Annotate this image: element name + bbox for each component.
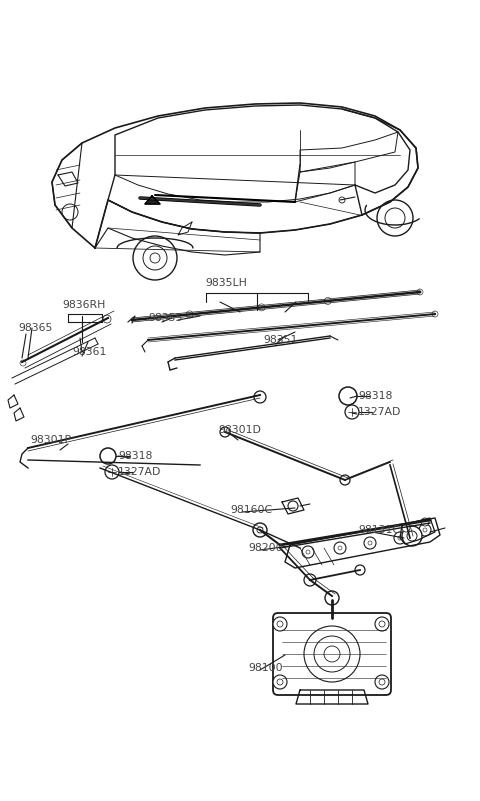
Circle shape	[417, 289, 423, 295]
Circle shape	[394, 532, 406, 544]
Circle shape	[304, 574, 316, 586]
Circle shape	[253, 523, 267, 537]
FancyBboxPatch shape	[273, 613, 391, 695]
Circle shape	[325, 591, 339, 605]
Circle shape	[143, 246, 167, 270]
Circle shape	[105, 465, 119, 479]
Circle shape	[103, 315, 111, 323]
Text: 98131C: 98131C	[358, 525, 400, 535]
Circle shape	[273, 617, 287, 631]
Circle shape	[432, 311, 438, 317]
Polygon shape	[145, 196, 160, 204]
Text: 98200: 98200	[248, 543, 283, 553]
Circle shape	[133, 236, 177, 280]
Circle shape	[338, 546, 342, 550]
Circle shape	[306, 550, 310, 554]
Text: 9836RH: 9836RH	[62, 300, 106, 310]
Circle shape	[302, 546, 314, 558]
Text: 98100: 98100	[248, 663, 283, 673]
Circle shape	[355, 565, 365, 575]
Circle shape	[398, 536, 402, 540]
Text: 98361: 98361	[72, 347, 107, 357]
Circle shape	[339, 197, 345, 203]
Circle shape	[277, 621, 283, 627]
Circle shape	[419, 524, 431, 536]
Text: 98318: 98318	[358, 391, 392, 401]
Circle shape	[273, 675, 287, 689]
Circle shape	[402, 526, 422, 546]
Circle shape	[385, 208, 405, 228]
Circle shape	[100, 448, 116, 464]
Text: 1327AD: 1327AD	[118, 467, 161, 477]
Circle shape	[324, 646, 340, 662]
Circle shape	[324, 297, 331, 304]
Circle shape	[421, 518, 429, 526]
Text: 1327AD: 1327AD	[358, 407, 401, 417]
Circle shape	[258, 304, 265, 311]
Text: 98365: 98365	[18, 323, 52, 333]
Circle shape	[288, 501, 298, 511]
Text: 98318: 98318	[118, 451, 152, 461]
Circle shape	[186, 311, 193, 318]
Text: 9835LH: 9835LH	[205, 278, 247, 288]
Circle shape	[257, 527, 263, 533]
Circle shape	[254, 391, 266, 403]
Circle shape	[402, 524, 410, 532]
Circle shape	[345, 405, 359, 419]
Circle shape	[220, 427, 230, 437]
Circle shape	[375, 617, 389, 631]
Text: 98301P: 98301P	[30, 435, 71, 445]
Circle shape	[375, 675, 389, 689]
Circle shape	[334, 542, 346, 554]
Circle shape	[277, 679, 283, 685]
Text: 98355: 98355	[148, 313, 182, 323]
Circle shape	[150, 253, 160, 263]
Circle shape	[364, 537, 376, 549]
Circle shape	[379, 679, 385, 685]
Circle shape	[340, 475, 350, 485]
Text: 98351: 98351	[263, 335, 298, 345]
Circle shape	[314, 636, 350, 672]
Circle shape	[368, 541, 372, 545]
Circle shape	[379, 621, 385, 627]
Circle shape	[339, 387, 357, 405]
Circle shape	[20, 360, 26, 366]
Circle shape	[423, 528, 427, 532]
Circle shape	[377, 200, 413, 236]
Text: 98301D: 98301D	[218, 425, 261, 435]
Text: 98160C: 98160C	[230, 505, 272, 515]
Circle shape	[407, 531, 417, 541]
Circle shape	[62, 204, 78, 220]
Circle shape	[304, 626, 360, 682]
